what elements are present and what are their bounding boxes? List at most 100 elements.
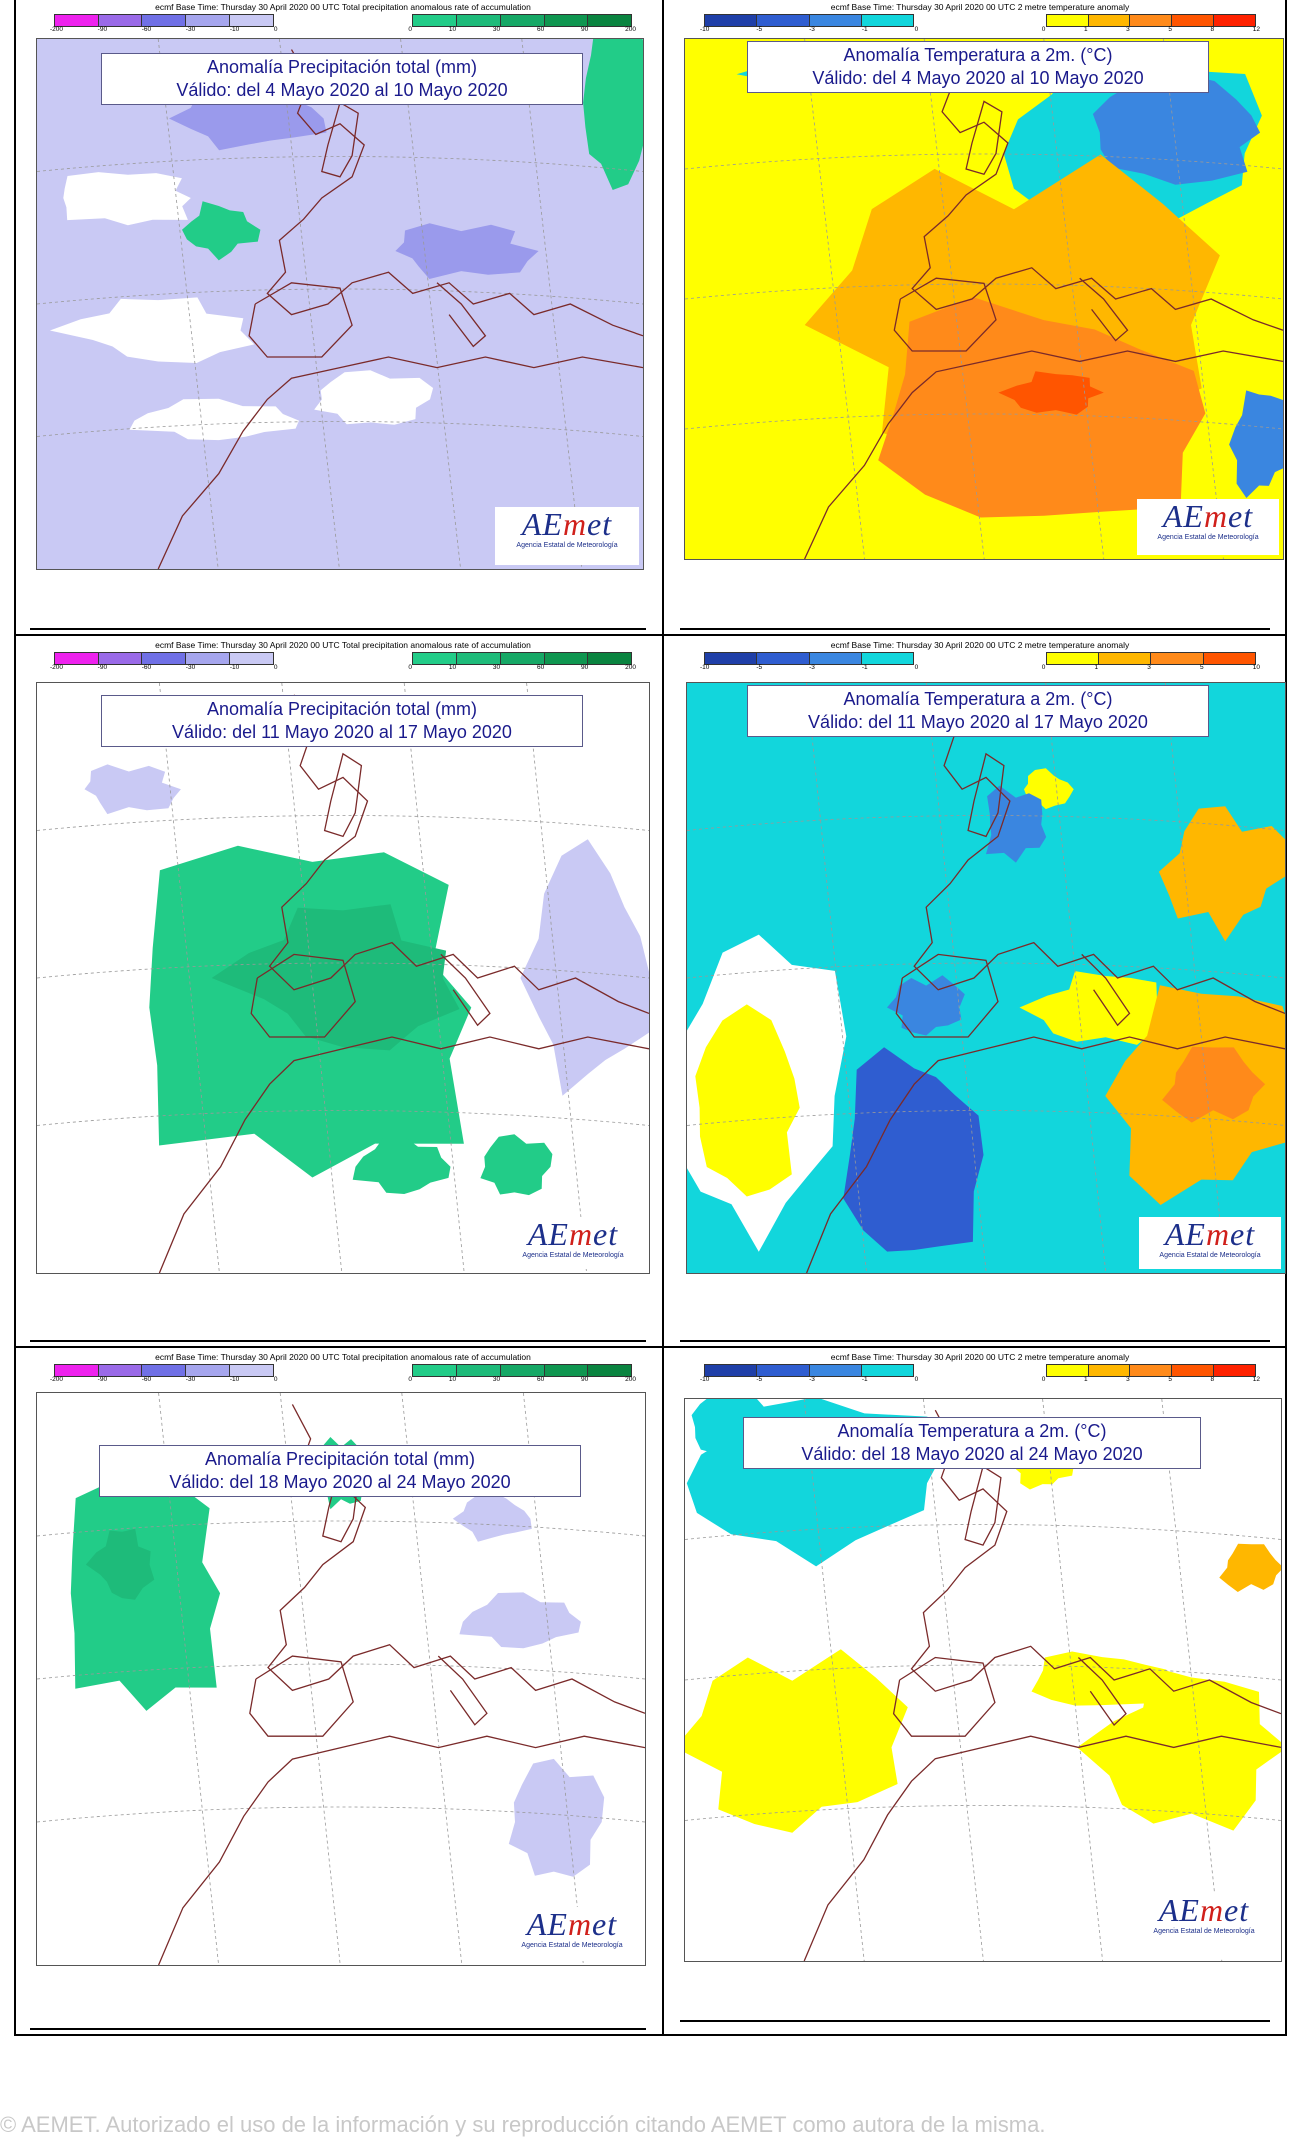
anomaly-area bbox=[695, 1004, 800, 1197]
graticule-line bbox=[1045, 683, 1107, 1273]
colorbar-ticks-positive: 0 1 3 5 8 12 bbox=[1042, 26, 1260, 34]
map-title: Anomalía Precipitación total (mm) Válido:… bbox=[101, 53, 583, 105]
anomaly-area bbox=[63, 172, 191, 226]
colorbar-tick: 0 bbox=[408, 664, 413, 671]
colorbar-tick: -1 bbox=[861, 26, 868, 33]
colorbar-header: ecmf Base Time: Thursday 30 April 2020 0… bbox=[155, 640, 531, 650]
colorbar-swatch bbox=[544, 1365, 589, 1376]
colorbar-tick: 0 bbox=[914, 1376, 919, 1383]
colorbar-swatch bbox=[457, 1365, 501, 1376]
graticule-line bbox=[687, 1110, 1285, 1126]
colorbar-tick: -5 bbox=[756, 664, 763, 671]
coastline-uk bbox=[965, 100, 1003, 175]
colorbar-tick: -10 bbox=[700, 1376, 710, 1383]
colorbar-tick: 3 bbox=[1147, 664, 1151, 671]
coastline-italy bbox=[436, 282, 487, 348]
colorbar-tick: -10 bbox=[229, 664, 240, 671]
map-title-variable: Anomalía Temperatura a 2m. (°C) bbox=[843, 689, 1113, 709]
map-title: Anomalía Precipitación total (mm) Válido:… bbox=[101, 695, 583, 747]
graticule-line bbox=[37, 156, 643, 172]
colorbar-swatch bbox=[1130, 15, 1173, 26]
colorbar-tick: 3 bbox=[1126, 1376, 1130, 1383]
colorbar-swatch bbox=[1046, 1365, 1089, 1376]
map-area: Anomalía Temperatura a 2m. (°C) Válido: d… bbox=[684, 38, 1284, 560]
map-title-validity: Válido: del 11 Mayo 2020 al 17 Mayo 2020 bbox=[172, 722, 512, 742]
colorbar-tick: -90 bbox=[97, 26, 108, 33]
colorbar-tick: 60 bbox=[536, 1376, 545, 1383]
coastline-uk bbox=[967, 752, 1005, 838]
colorbar-swatch bbox=[500, 15, 545, 26]
anomaly-area bbox=[314, 370, 434, 425]
colorbar-ticks-negative: -10 -5 -3 -1 0 bbox=[700, 664, 918, 672]
colorbar-tick: -30 bbox=[185, 1376, 196, 1383]
anomaly-area bbox=[84, 764, 181, 815]
colorbar-tick: 10 bbox=[448, 664, 457, 671]
colorbar-ticks-positive: 0 10 30 60 90 200 bbox=[408, 664, 636, 672]
coastline-africa bbox=[158, 1036, 649, 1273]
logo-subtitle: Agencia Estatal de Meteorología bbox=[1157, 534, 1259, 541]
colorbar-swatch bbox=[98, 15, 143, 26]
graticule-line bbox=[37, 421, 643, 437]
colorbar-swatch bbox=[861, 15, 914, 26]
map-area: Anomalía Temperatura a 2m. (°C) Válido: d… bbox=[686, 682, 1286, 1274]
colorbar-positive bbox=[412, 652, 632, 665]
colorbar-ticks-negative: -10 -5 -3 -1 0 bbox=[700, 1376, 918, 1384]
map-svg bbox=[37, 683, 649, 1273]
graticule-line bbox=[157, 39, 219, 569]
underline bbox=[680, 2020, 1270, 2022]
logo-mark: AEmet bbox=[526, 1906, 618, 1942]
coastline-iberia bbox=[249, 1655, 354, 1737]
graticule-line bbox=[403, 683, 465, 1273]
map-svg bbox=[687, 683, 1285, 1273]
colorbar-tick: -3 bbox=[809, 664, 815, 671]
colorbar-swatch bbox=[861, 653, 914, 664]
anomaly-area bbox=[1158, 806, 1285, 942]
colorbar-tick: -10 bbox=[700, 26, 710, 33]
colorbar-swatch bbox=[413, 653, 458, 664]
colorbar-tick: -5 bbox=[756, 1376, 763, 1383]
map-svg bbox=[685, 1399, 1281, 1961]
colorbar-positive bbox=[1045, 652, 1256, 665]
colorbar-swatch bbox=[1172, 15, 1215, 26]
colorbar-swatch bbox=[186, 1365, 230, 1376]
colorbar-swatch bbox=[588, 1365, 631, 1376]
anomaly-area bbox=[998, 371, 1104, 415]
coastline-africa bbox=[803, 1735, 1281, 1961]
colorbar-swatch bbox=[1203, 653, 1256, 664]
colorbar-ticks-positive: 0 1 3 5 8 12 bbox=[1042, 1376, 1260, 1384]
grid-divider-vertical bbox=[662, 0, 664, 2036]
underline bbox=[30, 2028, 646, 2030]
colorbar-tick: 12 bbox=[1252, 26, 1260, 33]
graticule-line bbox=[1165, 683, 1226, 1273]
colorbar-swatch bbox=[1088, 15, 1131, 26]
aemet-logo: AEmet Agencia Estatal de Meteorología bbox=[1139, 1217, 1281, 1269]
graticule-line bbox=[37, 815, 649, 831]
colorbar-swatch bbox=[55, 653, 99, 664]
colorbar-swatch bbox=[500, 653, 545, 664]
coastline-europe bbox=[913, 694, 1285, 1015]
colorbar-negative bbox=[54, 14, 274, 27]
graticule-line bbox=[925, 683, 987, 1273]
colorbar-swatch bbox=[229, 653, 273, 664]
colorbar-swatch bbox=[809, 653, 862, 664]
coastline-italy bbox=[1081, 953, 1131, 1027]
graticule-line bbox=[687, 962, 1285, 979]
colorbar-header: ecmf Base Time: Thursday 30 April 2020 0… bbox=[830, 640, 1130, 650]
coastline-iberia bbox=[895, 953, 999, 1038]
colorbar-tick: 0 bbox=[914, 664, 919, 671]
colorbar-tick: 0 bbox=[408, 26, 413, 33]
logo-subtitle: Agencia Estatal de Meteorología bbox=[522, 1252, 624, 1259]
coastline-africa bbox=[805, 1036, 1285, 1273]
colorbar-swatch bbox=[544, 653, 589, 664]
graticule-line bbox=[37, 1663, 645, 1680]
colorbar-negative bbox=[704, 14, 915, 27]
colorbar-swatch bbox=[588, 15, 631, 26]
logo-mark: AEmet bbox=[1158, 1892, 1250, 1928]
colorbar-tick: 3 bbox=[1126, 26, 1130, 33]
map-title-validity: Válido: del 11 Mayo 2020 al 17 Mayo 2020 bbox=[808, 712, 1148, 732]
colorbar-tick: -60 bbox=[141, 664, 152, 671]
logo-mark: AEmet bbox=[1164, 1216, 1256, 1252]
colorbar-ticks-positive: 0 1 3 5 10 bbox=[1042, 664, 1260, 672]
graticule-line bbox=[281, 683, 343, 1273]
colorbar-negative bbox=[704, 1364, 915, 1377]
